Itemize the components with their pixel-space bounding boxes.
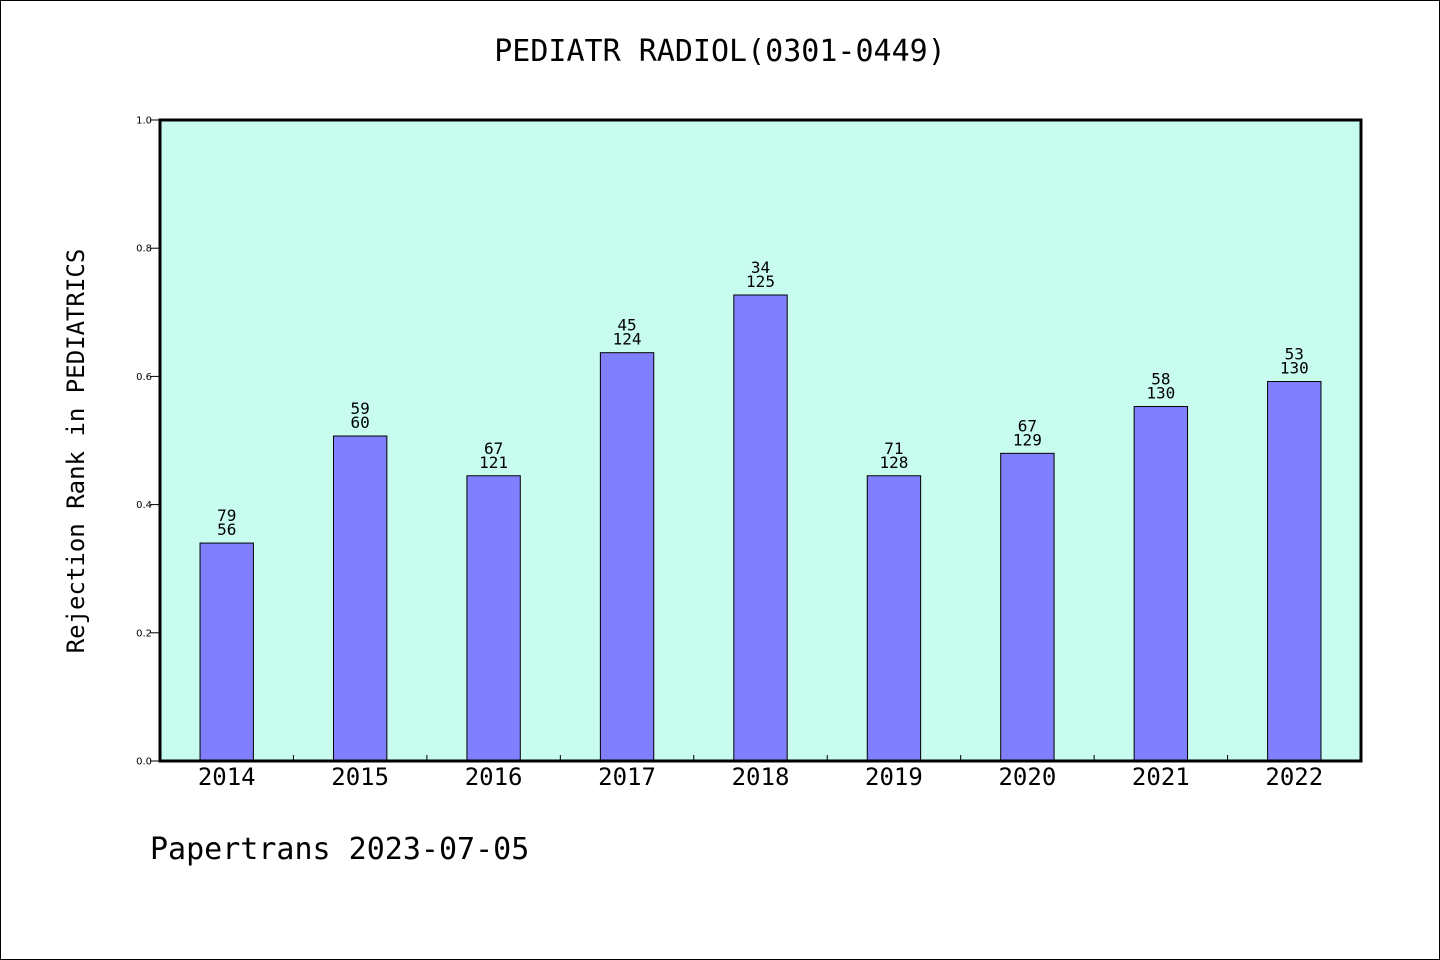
bar-label-bottom-2021: 130 [1146,384,1175,403]
bar-label-bottom-2015: 60 [351,413,370,432]
bar-2021 [1133,406,1189,762]
bar-label-top-2020: 67 [1018,416,1037,435]
x-tick-label-2020: 2020 [998,763,1056,791]
y-tick-label: 1.0 [136,116,152,127]
bar-label-bottom-2014: 56 [217,520,236,539]
y-tick-label: 0.2 [136,628,152,639]
bar-label-top-2014: 79 [217,506,236,525]
bar-label-bottom-2017: 124 [613,330,642,349]
x-tick-label-2018: 2018 [732,763,790,791]
bar-label-bottom-2020: 129 [1013,430,1042,449]
bar-label-top-2017: 45 [617,316,636,335]
x-tick-label-2014: 2014 [198,763,256,791]
bar-label-top-2018: 34 [751,258,770,277]
bar-label-bottom-2016: 121 [479,453,508,472]
bar-2016 [466,475,521,762]
bar-2022 [1267,381,1322,762]
bar-label-top-2019: 71 [884,439,903,458]
bar-2019 [866,475,922,762]
bar-2015 [332,435,388,762]
x-tick-label-2021: 2021 [1132,763,1190,791]
bar-2020 [1000,452,1055,762]
chart-title: PEDIATR RADIOL(0301-0449) [494,34,946,69]
y-tick-label: 0.8 [136,244,152,255]
bar-label-bottom-2018: 125 [746,272,775,291]
bar-2014 [199,542,254,762]
bar-2017 [599,352,655,762]
bar-label-bottom-2019: 128 [879,453,908,472]
x-tick-label-2015: 2015 [331,763,389,791]
x-tick-label-2022: 2022 [1265,763,1323,791]
y-tick-label: 0.6 [136,372,152,383]
bar-label-top-2022: 53 [1285,345,1304,364]
bar-2018 [733,294,788,762]
bar-label-top-2021: 58 [1151,370,1170,389]
y-tick-label: 0.4 [136,500,152,511]
x-tick-label-2019: 2019 [865,763,923,791]
plot-border [158,118,1363,763]
y-tick-label: 0.0 [136,757,152,768]
bar-label-top-2016: 67 [484,439,503,458]
bar-label-bottom-2022: 130 [1280,359,1309,378]
x-tick-label-2017: 2017 [598,763,656,791]
bar-label-top-2015: 59 [351,399,370,418]
x-tick-label-2016: 2016 [465,763,523,791]
footer-credit: Papertrans 2023-07-05 [150,832,530,867]
